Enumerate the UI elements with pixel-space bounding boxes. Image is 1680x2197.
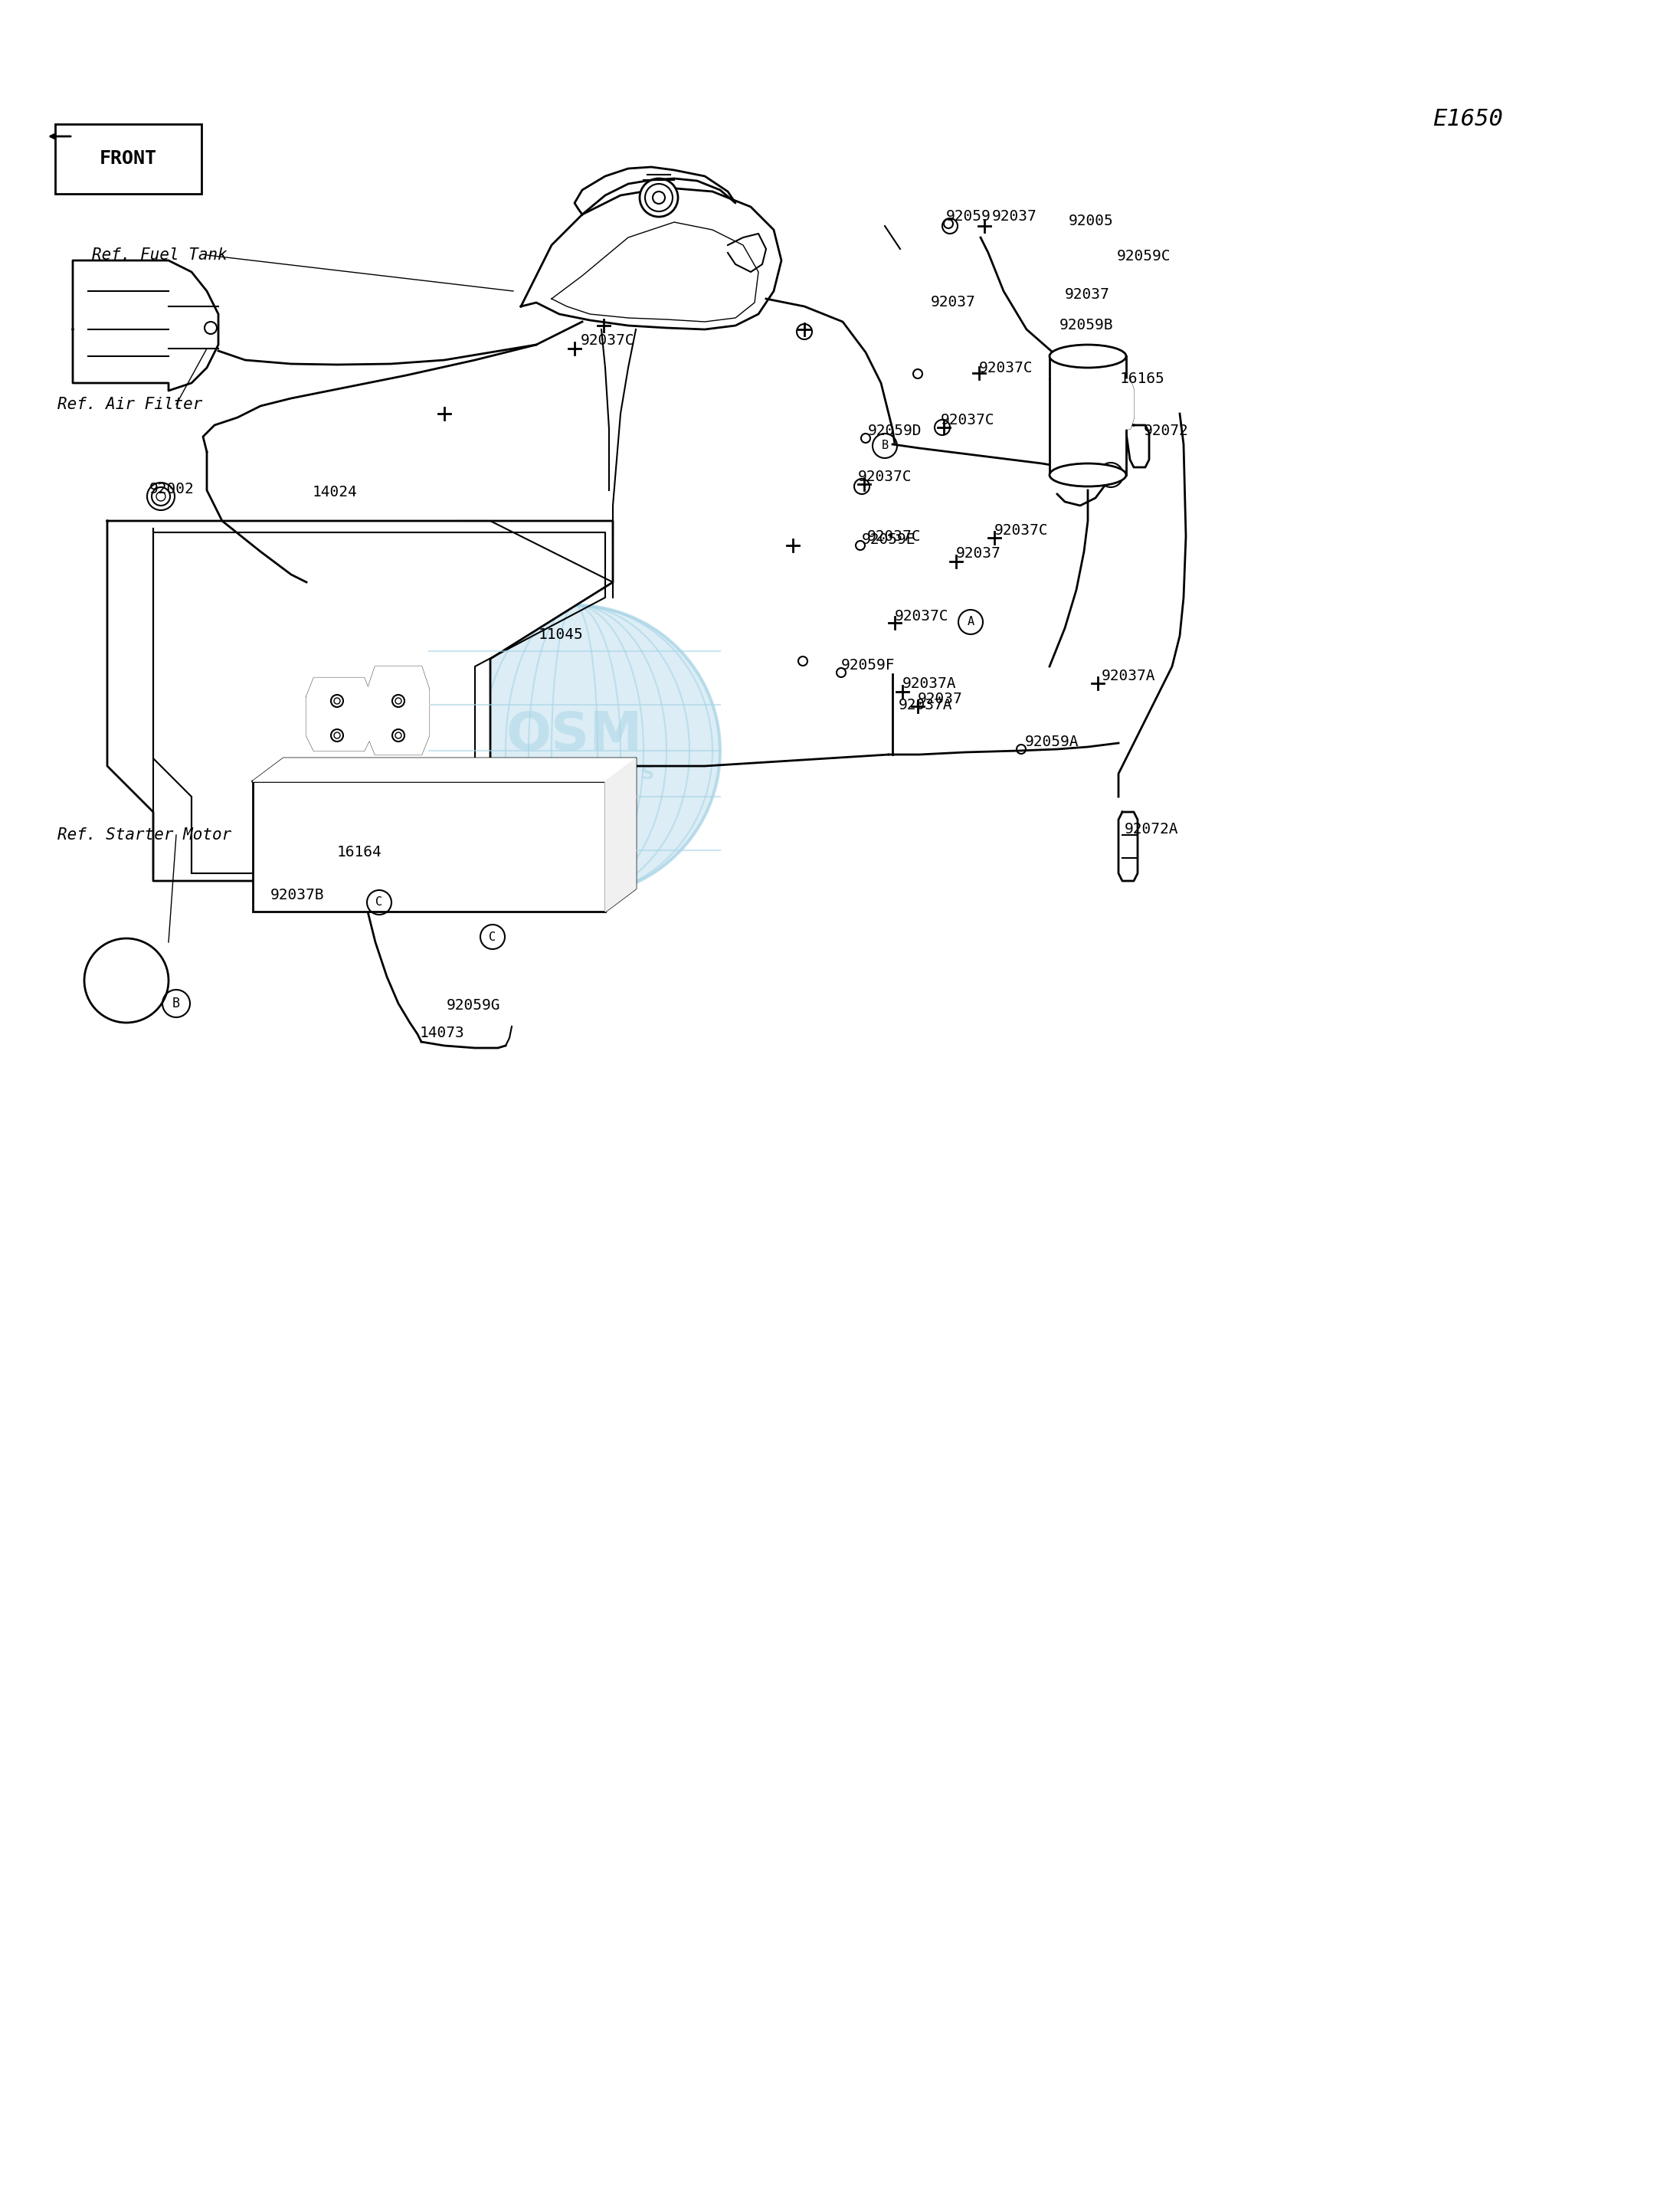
Polygon shape [72, 261, 218, 391]
Text: 92059G: 92059G [447, 997, 501, 1013]
Polygon shape [727, 233, 766, 272]
Text: 92072: 92072 [1144, 424, 1189, 439]
Text: B: B [882, 439, 889, 453]
Text: B: B [173, 997, 180, 1011]
Polygon shape [521, 187, 781, 330]
Text: 16165: 16165 [1121, 371, 1164, 387]
Polygon shape [605, 758, 635, 912]
Circle shape [640, 178, 679, 218]
Text: 92037C: 92037C [581, 334, 635, 347]
Text: A: A [1107, 470, 1114, 481]
Bar [252, 782, 605, 912]
Text: 92059A: 92059A [1025, 734, 1079, 749]
Text: C: C [489, 932, 496, 943]
Text: FRONT: FRONT [99, 149, 156, 167]
Text: 92037A: 92037A [899, 696, 953, 712]
Text: 92059B: 92059B [1060, 319, 1114, 332]
Text: Ref. Air Filter: Ref. Air Filter [57, 398, 203, 413]
Text: 92059D: 92059D [869, 424, 922, 439]
Text: 92037: 92037 [956, 547, 1001, 560]
Text: 92037C: 92037C [895, 609, 949, 624]
Text: OSM: OSM [506, 710, 643, 760]
Polygon shape [108, 521, 613, 881]
Text: 92037C: 92037C [858, 470, 912, 486]
Text: 92059: 92059 [946, 209, 991, 224]
Polygon shape [306, 679, 371, 751]
Text: 92059E: 92059E [862, 534, 916, 547]
Text: 14024: 14024 [312, 486, 358, 501]
Text: 11045: 11045 [539, 626, 583, 642]
Text: 92037A: 92037A [902, 677, 956, 692]
Text: 92037B: 92037B [270, 888, 324, 903]
Text: MOTOR  PARTS: MOTOR PARTS [494, 765, 655, 782]
Text: 92037C: 92037C [941, 413, 995, 426]
Text: 14073: 14073 [420, 1026, 465, 1039]
Text: 92037: 92037 [1065, 288, 1110, 303]
Text: Ref. Fuel Tank: Ref. Fuel Tank [92, 248, 227, 264]
Text: 92037C: 92037C [995, 523, 1048, 538]
Text: 92037: 92037 [917, 692, 963, 705]
Polygon shape [575, 167, 736, 215]
Text: 92059F: 92059F [842, 657, 895, 672]
Text: 92037: 92037 [931, 294, 976, 310]
Polygon shape [368, 666, 428, 754]
Ellipse shape [1050, 345, 1126, 367]
Ellipse shape [1050, 464, 1126, 486]
Text: 92002: 92002 [150, 481, 195, 497]
Text: 92037C: 92037C [867, 529, 921, 543]
Text: 16164: 16164 [338, 844, 381, 859]
Polygon shape [1107, 380, 1134, 428]
Text: 92059C: 92059C [1117, 248, 1171, 264]
Text: A: A [968, 617, 974, 628]
Text: 92037A: 92037A [1102, 668, 1156, 683]
Text: 92037: 92037 [993, 209, 1037, 224]
Text: Ref. Starter Motor: Ref. Starter Motor [57, 828, 232, 844]
Circle shape [428, 604, 721, 896]
FancyBboxPatch shape [55, 123, 202, 193]
Text: E1650: E1650 [1433, 108, 1504, 130]
Text: C: C [376, 896, 383, 907]
Text: 92072A: 92072A [1124, 822, 1179, 837]
Text: 92037C: 92037C [979, 360, 1033, 376]
Bar [1050, 356, 1126, 475]
Text: 92005: 92005 [1068, 213, 1114, 228]
Polygon shape [252, 758, 635, 782]
